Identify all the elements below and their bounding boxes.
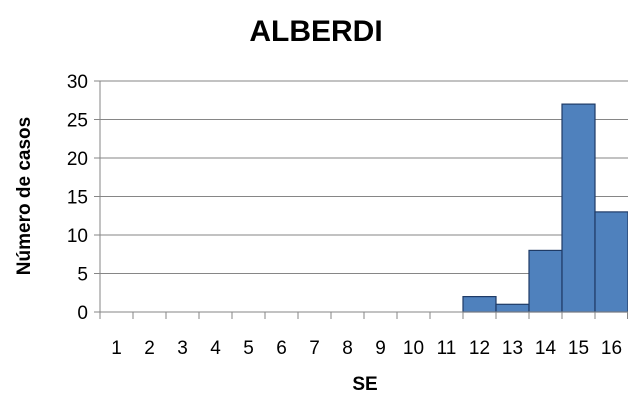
y-tick-labels: 0 5 10 15 20 25 30 — [67, 72, 88, 324]
x-tick-label-6: 6 — [276, 338, 287, 359]
x-tick-label-5: 5 — [243, 338, 254, 359]
x-tick-label-12: 12 — [469, 338, 490, 359]
y-tick-label-25: 25 — [67, 111, 88, 132]
x-tick-labels: 1 2 3 4 5 6 7 8 9 10 11 12 13 14 15 16 — [111, 338, 622, 359]
x-tick-label-3: 3 — [177, 338, 188, 359]
y-tick-label-0: 0 — [77, 303, 88, 324]
x-tick-label-1: 1 — [111, 338, 122, 359]
x-tick-label-14: 14 — [535, 338, 557, 359]
x-tick-label-10: 10 — [403, 338, 424, 359]
axes — [99, 81, 628, 319]
x-tick-label-4: 4 — [210, 338, 221, 359]
y-tick-label-30: 30 — [67, 72, 88, 93]
grid-lines — [94, 80, 628, 313]
x-tick-label-9: 9 — [375, 338, 386, 359]
bar-13 — [495, 303, 530, 313]
bars — [462, 103, 628, 313]
bar-15 — [561, 103, 596, 313]
y-tick-label-15: 15 — [67, 188, 88, 209]
y-tick-label-20: 20 — [67, 149, 88, 170]
x-tick-label-13: 13 — [502, 338, 523, 359]
chart-title: ALBERDI — [249, 15, 382, 48]
bar-16 — [594, 211, 628, 313]
x-tick-label-2: 2 — [144, 338, 155, 359]
bar-14 — [528, 249, 563, 313]
x-tick-label-16: 16 — [601, 338, 622, 359]
bar-12 — [462, 296, 497, 313]
x-tick-label-7: 7 — [309, 338, 320, 359]
y-axis-label: Número de casos — [14, 117, 35, 275]
y-tick-label-5: 5 — [77, 265, 88, 286]
y-tick-label-10: 10 — [67, 226, 88, 247]
x-tick-label-11: 11 — [437, 338, 457, 359]
x-tick-label-8: 8 — [342, 338, 353, 359]
x-axis-label: SE — [352, 374, 377, 395]
x-tick-label-15: 15 — [568, 338, 589, 359]
